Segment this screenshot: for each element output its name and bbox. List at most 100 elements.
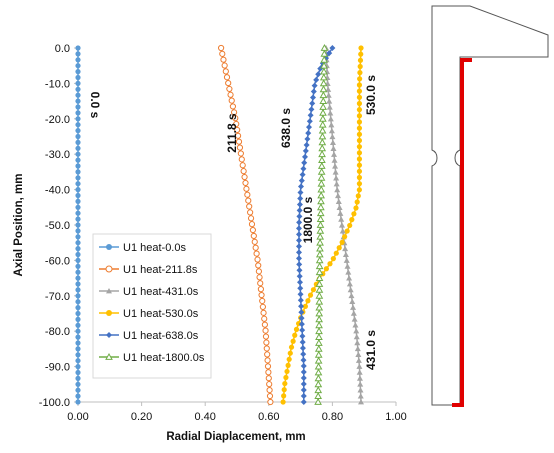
data-point <box>357 381 364 387</box>
data-point <box>75 275 81 281</box>
data-point <box>266 381 273 388</box>
data-point <box>356 125 363 131</box>
data-point <box>267 398 274 406</box>
data-point <box>350 304 357 310</box>
data-point <box>356 100 363 107</box>
data-point <box>309 100 316 107</box>
data-point <box>314 380 323 388</box>
data-point <box>75 381 81 387</box>
data-point <box>261 321 268 328</box>
data-point <box>298 321 305 328</box>
data-point <box>75 157 81 163</box>
data-point <box>329 45 336 51</box>
data-point <box>297 189 304 196</box>
legend-label: U1 heat-431.0s <box>123 286 199 298</box>
y-tick-label: -70.0 <box>45 291 70 303</box>
series-annotation: 211.8 s <box>225 113 239 153</box>
data-point <box>298 315 305 322</box>
data-point <box>328 127 335 134</box>
data-point <box>75 98 81 104</box>
data-point <box>356 369 363 375</box>
data-point <box>318 150 326 158</box>
data-point <box>330 145 337 151</box>
data-point <box>262 333 270 340</box>
data-point <box>75 57 81 63</box>
data-point <box>357 387 364 393</box>
data-point <box>298 177 305 184</box>
data-point <box>281 393 287 399</box>
data-point <box>283 374 289 381</box>
data-point <box>326 98 333 104</box>
data-point <box>317 167 326 175</box>
data-point <box>315 327 323 335</box>
data-point <box>75 334 81 340</box>
data-point <box>75 187 81 193</box>
data-point <box>300 381 307 388</box>
data-point <box>356 131 363 137</box>
data-point <box>260 309 267 316</box>
data-point <box>296 207 303 214</box>
data-point <box>288 344 295 350</box>
data-point <box>300 393 307 400</box>
data-point <box>356 162 363 168</box>
y-tick-label: -10.0 <box>45 78 70 90</box>
data-point <box>75 316 81 322</box>
data-point <box>333 180 340 187</box>
data-point <box>75 257 81 263</box>
data-point <box>75 216 81 222</box>
data-point <box>75 163 81 169</box>
data-point <box>75 80 81 86</box>
data-point <box>75 51 81 57</box>
data-point <box>347 222 353 229</box>
data-point <box>353 333 360 340</box>
data-point <box>230 109 238 116</box>
data-point <box>325 92 332 98</box>
data-point <box>356 82 363 88</box>
x-tick-label: 1.00 <box>385 411 406 423</box>
data-point <box>305 298 311 304</box>
data-point <box>331 151 338 157</box>
data-point <box>219 50 226 57</box>
data-point <box>75 340 81 346</box>
data-point <box>343 257 350 263</box>
x-tick-label: 0.40 <box>194 411 215 423</box>
data-point <box>222 68 229 75</box>
data-point <box>247 215 255 222</box>
data-point <box>298 303 305 310</box>
data-point <box>75 310 81 317</box>
data-point <box>257 280 264 287</box>
data-point <box>329 139 336 146</box>
data-point <box>329 133 336 140</box>
legend-item: U1 heat-638.0s <box>99 330 199 342</box>
data-point <box>314 392 323 399</box>
data-point <box>311 82 318 89</box>
data-point <box>105 352 113 360</box>
data-point <box>306 118 313 125</box>
series-group <box>75 43 365 406</box>
data-point <box>280 399 286 405</box>
data-point <box>317 179 326 187</box>
data-point <box>300 363 307 370</box>
data-point <box>296 267 303 274</box>
data-point <box>315 285 324 293</box>
data-point <box>75 192 81 199</box>
data-point <box>229 103 237 110</box>
data-point <box>338 216 345 222</box>
data-point <box>314 344 323 352</box>
data-point <box>296 225 303 232</box>
data-point <box>318 120 327 128</box>
data-point <box>233 120 240 128</box>
data-point <box>75 210 81 216</box>
data-point <box>105 265 113 273</box>
legend-item: U1 heat-530.0s <box>99 308 199 320</box>
data-point <box>352 322 359 328</box>
data-point <box>356 181 363 187</box>
data-point <box>316 215 325 222</box>
data-point <box>315 333 323 340</box>
series-3 <box>280 45 364 405</box>
legend-label: U1 heat-211.8s <box>123 264 198 276</box>
data-point <box>315 71 322 78</box>
data-point <box>75 122 81 128</box>
data-point <box>348 292 355 299</box>
